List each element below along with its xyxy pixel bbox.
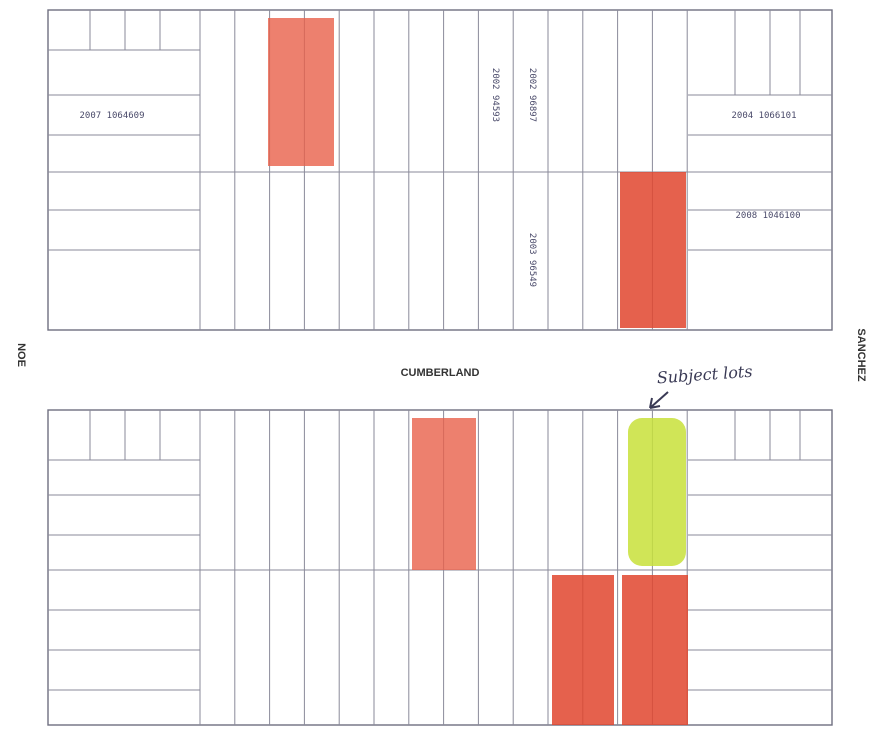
street-name: SANCHEZ [855,328,867,381]
document-number: 2003 96549 [527,233,537,287]
document-number: 2008 1046100 [735,211,800,221]
document-number: 2007 1064609 [79,111,144,121]
highlighted-lot [412,418,476,570]
top-block [47,9,833,331]
highlighted-lot [552,575,614,725]
street-name: CUMBERLAND [401,367,480,379]
handwritten-note: Subject lots [656,362,753,388]
document-number: 2002 96897 [527,68,537,122]
lot-lines [48,10,832,725]
subject-lot [628,418,686,566]
highlighted-lot [620,172,686,328]
bottom-block [47,409,833,726]
document-number: 2002 94593 [490,68,500,122]
document-number: 2004 1066101 [731,111,796,121]
highlighted-lot [622,575,688,725]
street-name: NOE [15,343,27,367]
highlighted-lot [268,18,334,166]
arrow [649,391,669,409]
